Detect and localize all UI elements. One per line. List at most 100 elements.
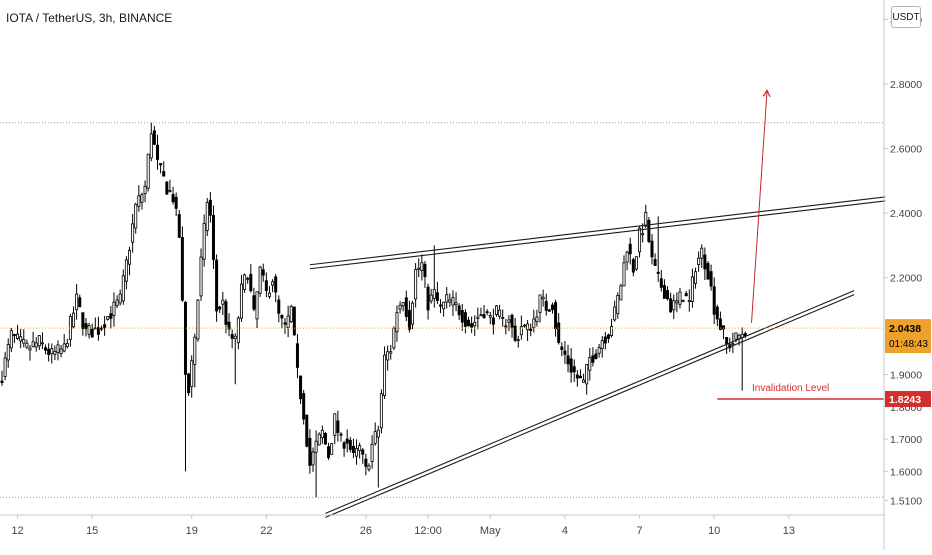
candle-body xyxy=(594,353,598,359)
y-tick-label: 1.5100 xyxy=(890,495,922,507)
countdown-label: 01:48:43 xyxy=(889,339,928,350)
candle-body xyxy=(697,257,701,266)
candle-body xyxy=(342,442,346,449)
candle-body xyxy=(295,343,299,368)
chart-title: IOTA / TetherUS, 3h, BINANCE xyxy=(6,11,173,25)
candle-body xyxy=(12,334,16,336)
candle-body xyxy=(140,194,144,203)
candle-body xyxy=(529,328,533,331)
lower-support-trendline-parallel xyxy=(325,294,855,518)
candle-body xyxy=(106,316,110,320)
candle-body xyxy=(435,292,439,301)
candle-body xyxy=(650,240,654,258)
candle-body xyxy=(0,380,4,384)
candle-body xyxy=(202,222,206,260)
candle-body xyxy=(488,315,492,318)
candle-body xyxy=(53,350,57,355)
candle-body xyxy=(9,330,13,349)
candle-body xyxy=(128,249,132,265)
candle-body xyxy=(706,263,710,280)
y-tick-label: 1.9000 xyxy=(890,370,922,382)
candle-body xyxy=(445,294,449,303)
candle-body xyxy=(460,310,464,323)
candle-body xyxy=(131,223,135,243)
candle-body xyxy=(718,318,722,330)
candle-body xyxy=(137,195,141,207)
candle-body xyxy=(345,438,349,444)
candle-body xyxy=(267,292,271,297)
projection-arrow-line xyxy=(751,90,768,323)
candle-body xyxy=(339,433,343,436)
y-tick-label: 2.4000 xyxy=(890,208,922,220)
candle-body xyxy=(532,318,536,329)
candle-body xyxy=(165,181,169,195)
y-tick-label: 1.6000 xyxy=(890,466,922,478)
candle-body xyxy=(466,319,470,327)
candle-body xyxy=(700,247,704,259)
candle-body xyxy=(280,314,284,319)
candle-body xyxy=(56,344,60,353)
candle-body xyxy=(146,153,150,189)
candle-body xyxy=(659,278,663,288)
candle-body xyxy=(684,292,688,297)
candle-body xyxy=(87,325,91,335)
candle-body xyxy=(610,326,614,336)
candle-body xyxy=(44,347,48,351)
candle-body xyxy=(544,300,548,311)
candle-body xyxy=(491,317,495,325)
candle-body xyxy=(249,273,253,292)
candle-body xyxy=(479,314,483,317)
candle-body xyxy=(208,199,212,216)
candle-body xyxy=(463,312,467,327)
candle-body xyxy=(625,251,629,263)
candle-body xyxy=(420,262,424,271)
candle-body xyxy=(348,439,352,450)
candle-body xyxy=(414,269,418,300)
candle-body xyxy=(432,288,436,299)
candle-body xyxy=(383,354,387,396)
candle-body xyxy=(243,274,247,290)
candle-body xyxy=(600,340,604,350)
candle-body xyxy=(364,458,368,467)
candle-body xyxy=(149,133,153,159)
current-price-badge xyxy=(885,319,931,354)
candle-body xyxy=(501,317,505,319)
candle-body xyxy=(392,327,396,349)
invalidation-price-label: 1.8243 xyxy=(889,394,921,406)
candle-body xyxy=(22,339,26,344)
candle-body xyxy=(124,259,128,282)
candle-body xyxy=(538,294,542,313)
candle-body xyxy=(274,276,278,293)
candle-body xyxy=(193,336,197,365)
candle-body xyxy=(516,339,520,342)
candle-body xyxy=(519,326,523,336)
candle-body xyxy=(31,341,35,348)
candle-body xyxy=(277,299,281,314)
candle-body xyxy=(631,259,635,273)
upper-resistance-trendline-parallel xyxy=(309,200,886,270)
candle-body xyxy=(239,283,243,319)
candle-body xyxy=(96,327,100,335)
candle-body xyxy=(327,446,331,459)
x-tick-label: May xyxy=(480,525,501,537)
candle-body xyxy=(162,171,166,177)
candle-body xyxy=(522,324,526,327)
x-tick-label: 7 xyxy=(636,525,642,537)
candle-body xyxy=(429,294,433,302)
x-tick-label: 26 xyxy=(360,525,372,537)
candle-body xyxy=(457,305,461,316)
candle-body xyxy=(224,301,228,325)
candle-body xyxy=(183,301,187,375)
candle-body xyxy=(647,219,651,242)
candle-body xyxy=(351,445,355,453)
candle-body xyxy=(423,263,427,277)
currency-button[interactable]: USDT xyxy=(891,6,921,28)
candle-body xyxy=(37,335,41,347)
candle-body xyxy=(90,328,94,338)
candle-body xyxy=(513,325,517,341)
candle-body xyxy=(155,144,159,160)
candle-body xyxy=(507,319,511,323)
candle-body xyxy=(355,448,359,457)
